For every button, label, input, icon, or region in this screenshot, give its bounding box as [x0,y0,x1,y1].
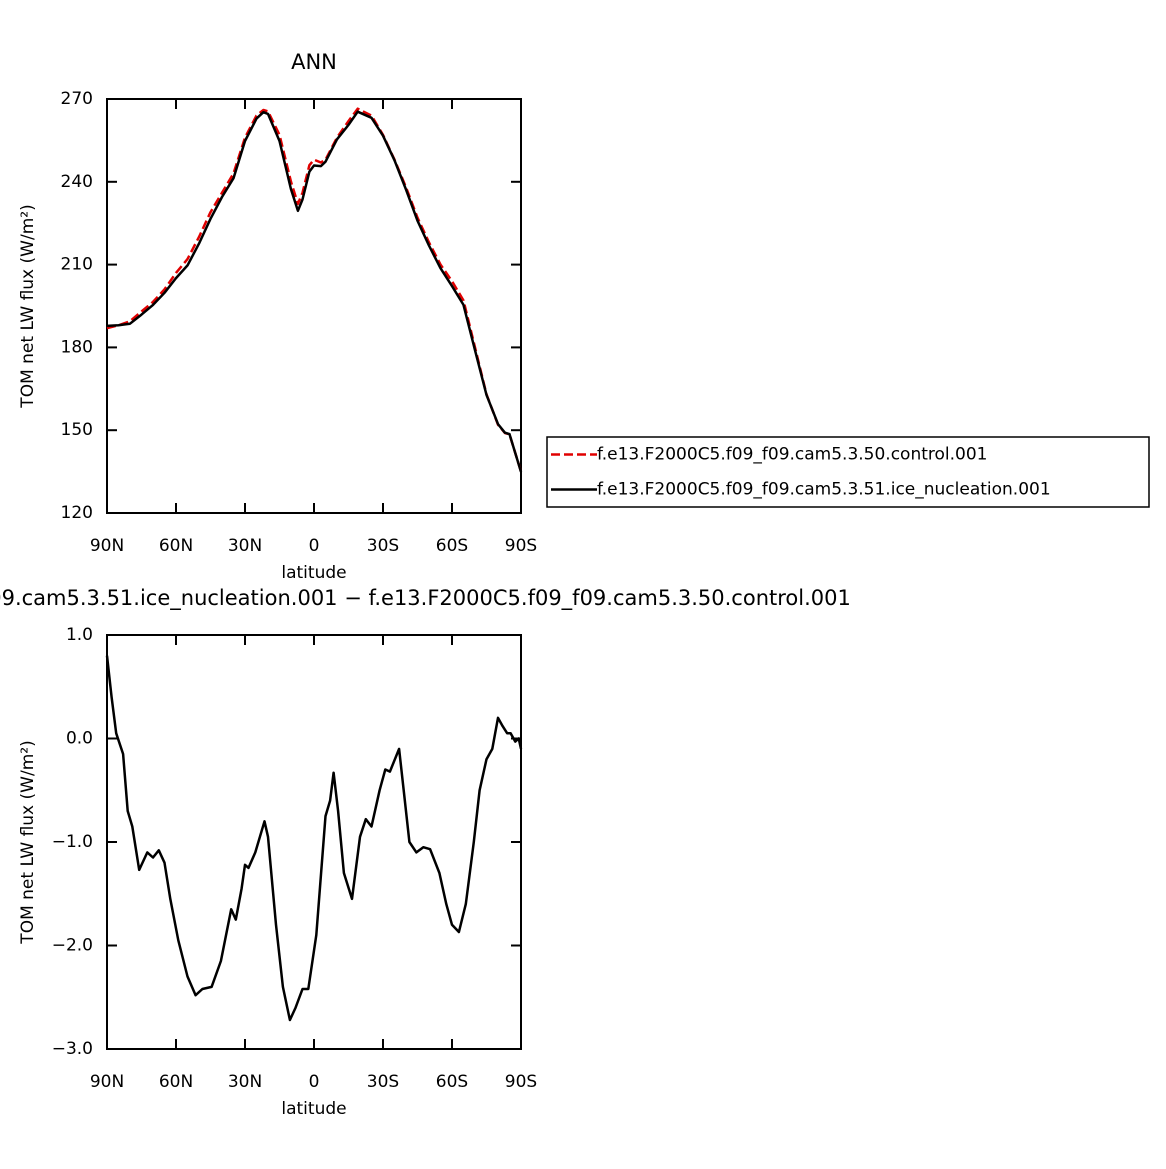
x-tick-label: 90N [90,1072,124,1092]
y-tick-label: 210 [61,255,93,275]
y-tick-label: −2.0 [52,936,93,956]
y-axis-label: TOM net LW flux (W/m²) [18,740,38,944]
chart-title: ANN [291,50,337,74]
y-tick-label: 0.0 [66,729,93,749]
legend-label: f.e13.F2000C5.f09_f09.cam5.3.50.control.… [597,445,988,465]
x-axis-label: latitude [281,1099,346,1119]
y-tick-label: 1.0 [66,625,93,645]
x-tick-label: 30S [367,1072,399,1092]
x-tick-label: 30N [228,1072,262,1092]
x-tick-label: 30N [228,536,262,556]
x-tick-label: 0 [309,1072,320,1092]
x-tick-label: 90S [505,1072,537,1092]
x-tick-label: 60N [159,1072,193,1092]
y-tick-label: 240 [61,172,93,192]
legend-box [546,436,1150,508]
plot-frame [106,98,522,514]
x-tick-label: 90N [90,536,124,556]
x-tick-label: 60N [159,536,193,556]
x-axis-label: latitude [281,563,346,583]
x-tick-label: 60S [436,1072,468,1092]
y-tick-label: 150 [61,420,93,440]
series-line [106,107,523,472]
series-line [106,110,523,473]
chart-title: f.e13.F2000C5.f09_f09.cam5.3.51.ice_nucl… [0,586,851,611]
y-tick-label: 270 [61,89,93,109]
series-line [105,655,523,1022]
y-tick-label: 180 [61,337,93,357]
x-tick-label: 0 [309,536,320,556]
y-tick-label: −1.0 [52,832,93,852]
x-tick-label: 30S [367,536,399,556]
y-tick-label: −3.0 [52,1039,93,1059]
y-axis-label: TOM net LW flux (W/m²) [18,204,38,408]
plot-frame [106,634,522,1050]
x-tick-label: 90S [505,536,537,556]
y-tick-label: 120 [61,503,93,523]
x-tick-label: 60S [436,536,468,556]
legend-label: f.e13.F2000C5.f09_f09.cam5.3.51.ice_nucl… [597,480,1051,500]
